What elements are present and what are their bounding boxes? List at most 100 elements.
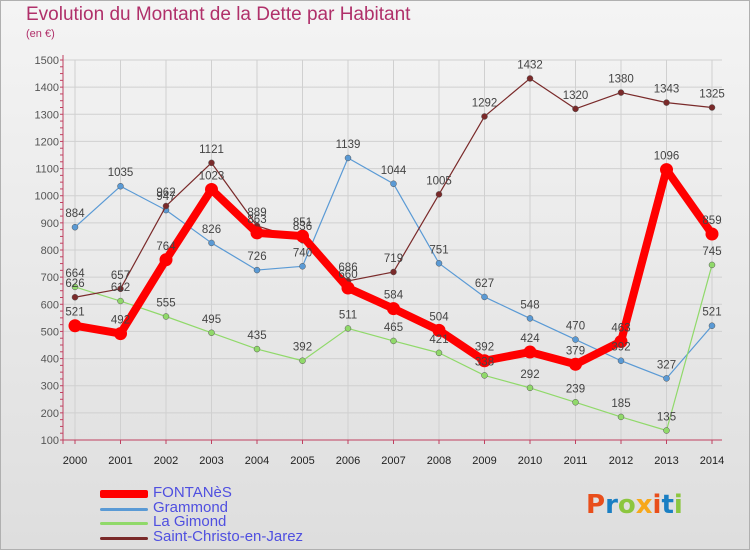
x-tick-label: 2013 (654, 455, 678, 467)
x-tick-label: 2012 (609, 455, 633, 467)
data-point (572, 399, 579, 406)
data-labels: 521 492 764 1023 863 851 660 584 504 392 424 379 463… (65, 59, 724, 423)
data-label: 660 (338, 269, 357, 281)
y-tick-label: 600 (41, 299, 59, 311)
data-label: 1432 (517, 59, 543, 71)
data-label: 424 (520, 333, 540, 345)
data-point (435, 191, 443, 198)
y-tick-label: 900 (41, 218, 59, 230)
data-point (71, 223, 79, 231)
data-point (617, 413, 625, 421)
y-tick-label: 1100 (35, 164, 59, 176)
data-point (390, 337, 397, 345)
data-label: 745 (702, 246, 721, 258)
data-point (117, 285, 124, 293)
data-label: 185 (611, 398, 630, 410)
data-point (68, 319, 82, 333)
data-label: 627 (475, 278, 494, 290)
data-point (390, 180, 397, 188)
data-point (205, 182, 218, 196)
x-tick-label: 2004 (245, 455, 269, 467)
data-point (208, 329, 215, 337)
data-label: 392 (475, 342, 494, 354)
data-label: 555 (156, 298, 175, 310)
logo-letter: r (605, 490, 618, 520)
data-point (708, 322, 716, 329)
series-lines (68, 75, 719, 434)
data-point (162, 202, 170, 210)
data-point (299, 263, 306, 270)
x-tick-label: 2011 (564, 455, 588, 467)
data-label: 492 (111, 315, 130, 327)
data-point (296, 229, 309, 243)
data-label: 826 (202, 224, 221, 236)
data-label: 435 (247, 330, 266, 342)
logo-letter: i (652, 490, 662, 520)
legend-label: Grammond (153, 498, 229, 516)
data-label: 726 (247, 251, 266, 263)
data-point (523, 345, 537, 359)
data-label: 1121 (199, 144, 224, 156)
data-label: 379 (566, 345, 585, 357)
y-tick-label: 100 (41, 435, 59, 447)
data-label: 521 (65, 307, 84, 319)
data-label: 626 (65, 278, 84, 290)
x-tick-label: 2000 (63, 455, 87, 467)
data-point (253, 266, 261, 274)
x-tick-label: 2008 (427, 455, 451, 467)
data-label: 338 (475, 356, 494, 368)
data-point (663, 427, 670, 434)
data-label: 664 (65, 268, 85, 280)
data-point (617, 357, 625, 364)
data-point (253, 345, 261, 353)
data-label: 292 (520, 369, 539, 381)
data-point (162, 313, 170, 320)
data-label: 657 (111, 270, 130, 282)
data-point (663, 99, 670, 106)
data-point (344, 325, 352, 332)
data-label: 470 (566, 321, 585, 333)
data-label: 859 (702, 215, 721, 227)
data-point (614, 334, 628, 348)
chart-subtitle: (en €) (26, 28, 55, 40)
data-label: 421 (429, 334, 448, 346)
data-point (478, 354, 491, 368)
legend-swatch (100, 522, 148, 525)
legend-label: La Gimond (153, 513, 227, 530)
logo-letter: x (635, 490, 653, 520)
x-tick-label: 2002 (154, 455, 178, 467)
data-point (117, 182, 124, 190)
data-point (526, 384, 534, 392)
y-tick-label: 400 (41, 354, 59, 366)
data-label: 1325 (699, 89, 725, 101)
data-label: 511 (339, 309, 357, 321)
data-point (341, 281, 355, 295)
data-point (208, 159, 215, 167)
data-label: 521 (702, 307, 721, 319)
data-label: 135 (657, 412, 676, 424)
data-point (387, 302, 400, 316)
data-label: 504 (429, 311, 449, 323)
data-point (435, 349, 443, 357)
data-label: 863 (247, 214, 266, 226)
data-label: 686 (338, 262, 357, 274)
y-tick-label: 1200 (35, 136, 59, 148)
data-point (71, 283, 79, 291)
data-label: 327 (657, 359, 676, 371)
data-point (114, 327, 127, 341)
y-tick-label: 300 (41, 381, 59, 393)
data-point (299, 357, 306, 364)
data-point (481, 372, 488, 379)
data-label: 889 (247, 207, 266, 219)
data-label: 1005 (426, 175, 452, 187)
x-tick-label: 2001 (108, 455, 132, 467)
data-label: 719 (384, 253, 403, 265)
x-tick-label: 2009 (472, 455, 496, 467)
legend-swatch (100, 490, 148, 498)
data-label: 495 (202, 314, 221, 326)
y-tick-label: 1300 (35, 109, 59, 121)
data-point (250, 226, 264, 240)
legend-swatch (100, 536, 148, 540)
